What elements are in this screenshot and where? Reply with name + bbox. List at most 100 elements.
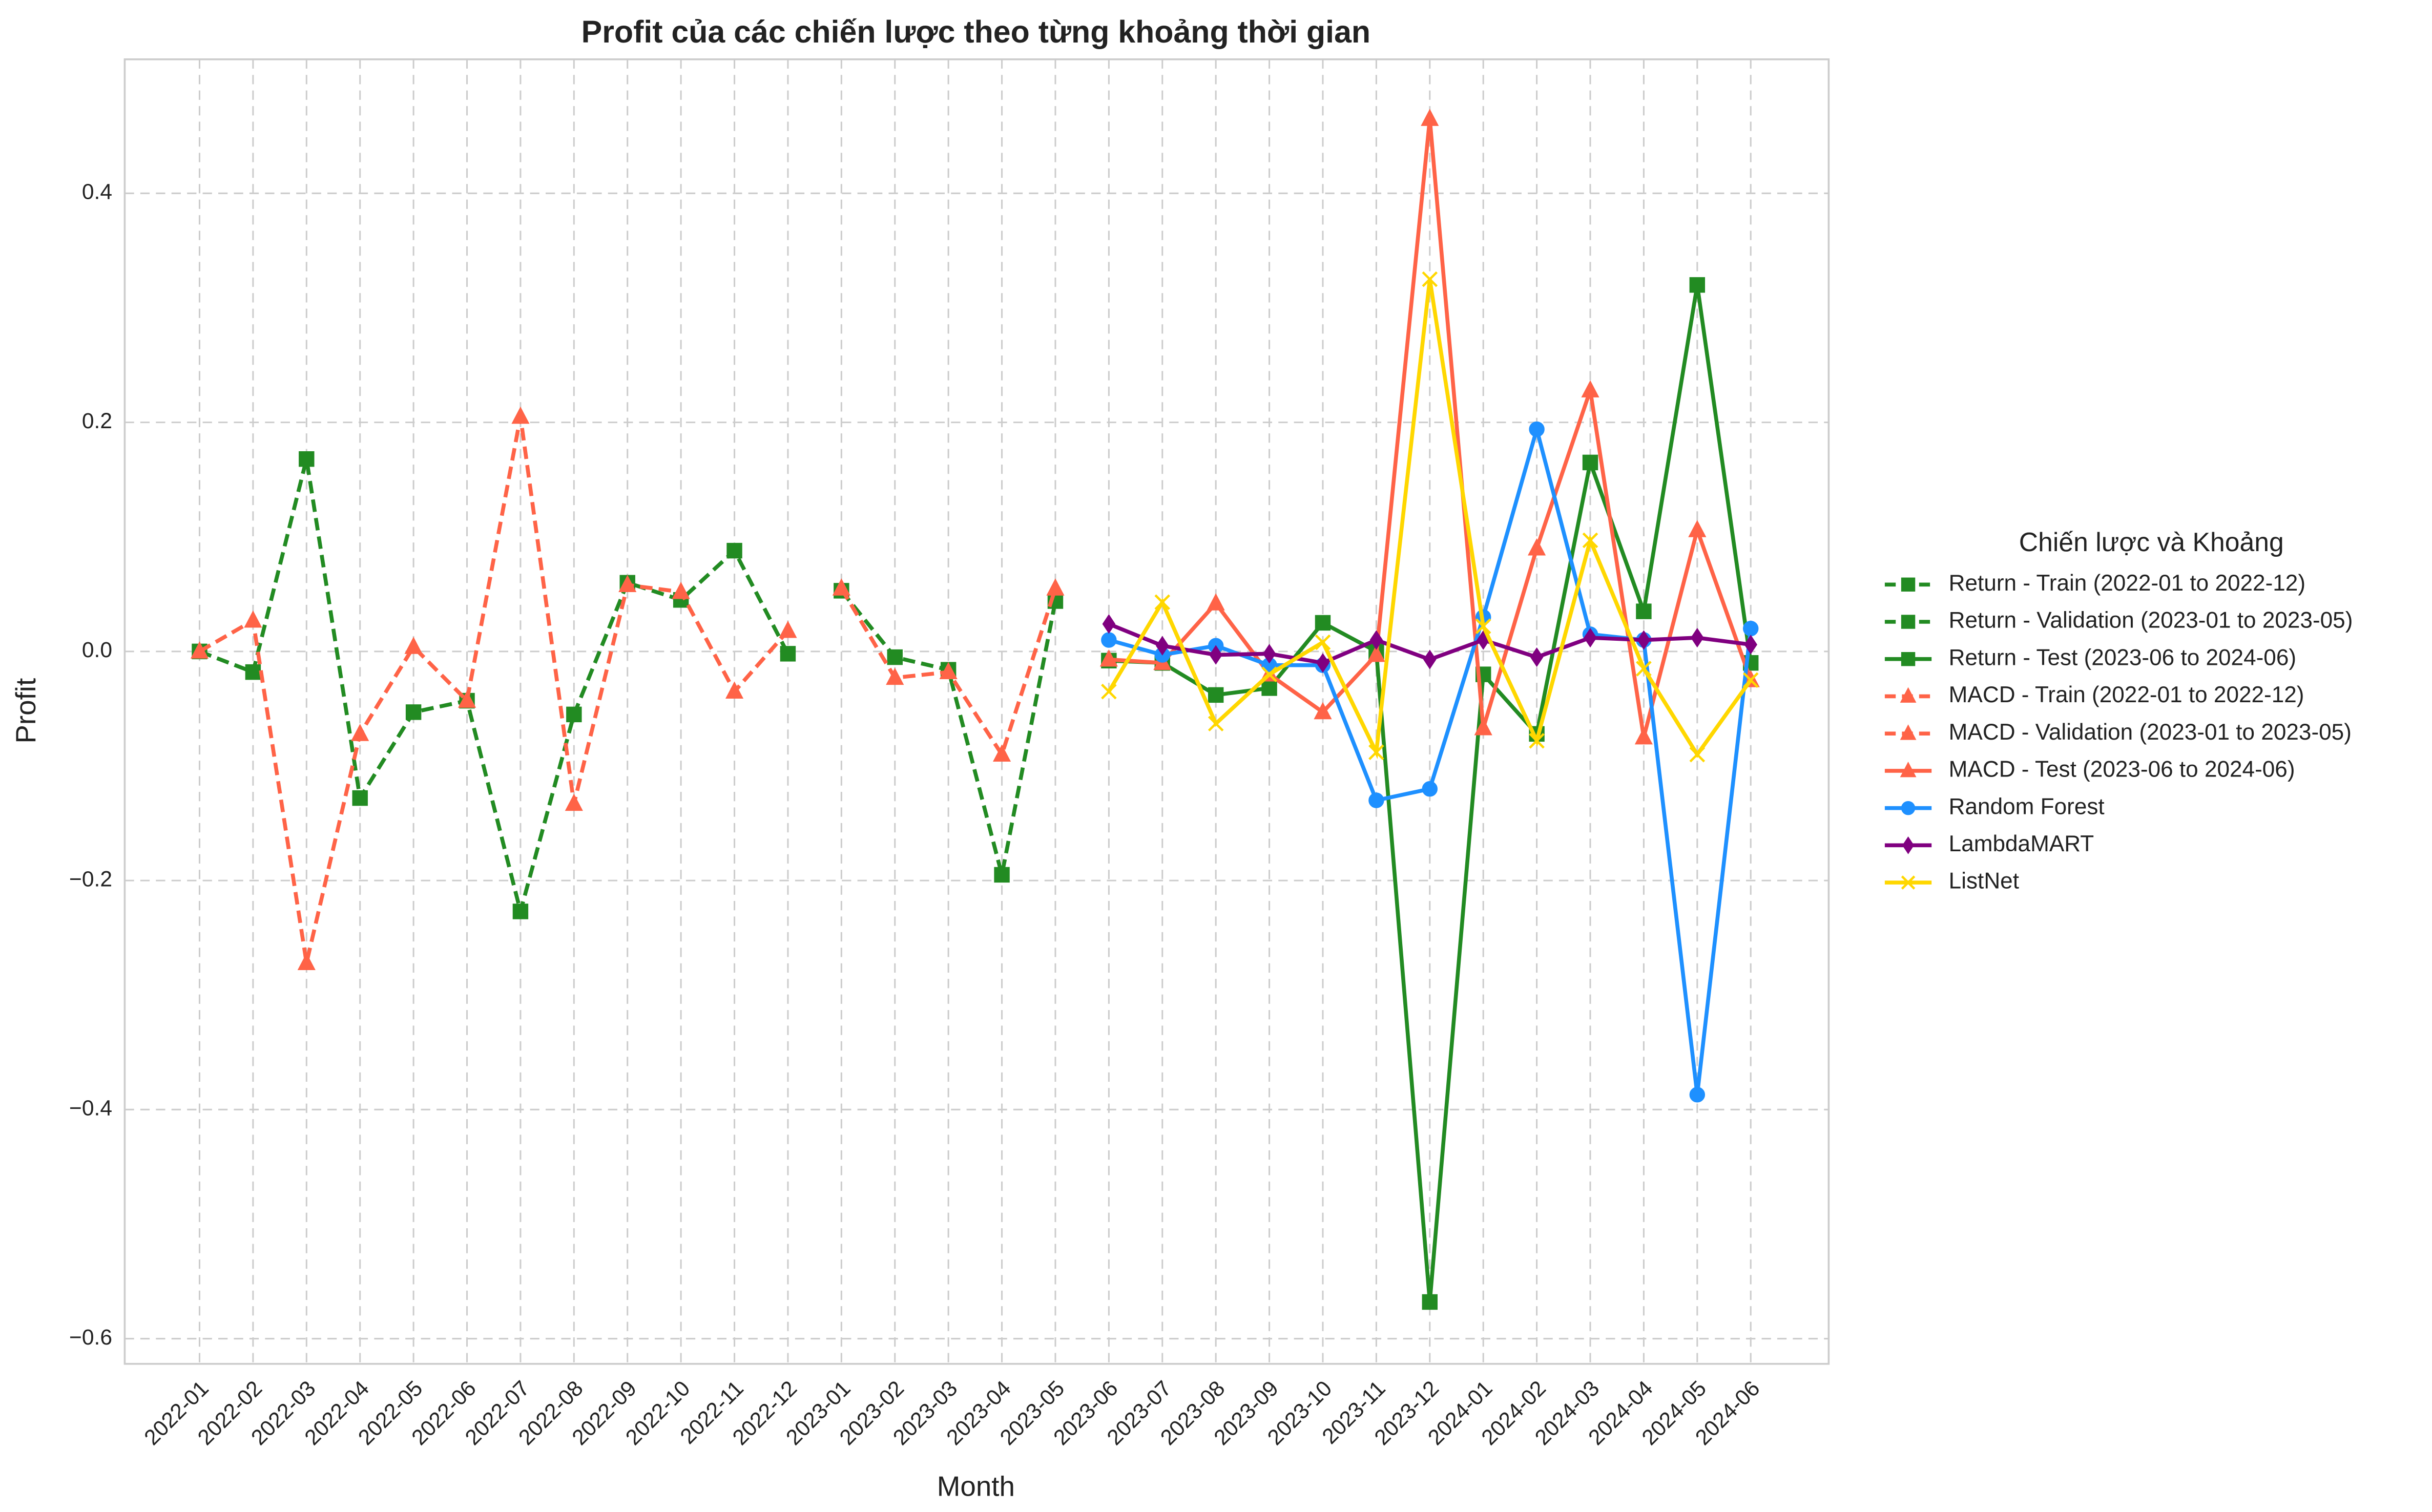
series (190, 406, 797, 970)
legend-label: Return - Train (2022-01 to 2022-12) (1949, 571, 2305, 596)
marker (1101, 683, 1117, 700)
marker (1315, 634, 1331, 650)
marker (1261, 680, 1277, 696)
marker (1367, 644, 1385, 662)
marker (1368, 792, 1384, 808)
marker (1744, 635, 1758, 655)
marker (1155, 636, 1169, 656)
marker (458, 690, 476, 708)
legend-label: Random Forest (1949, 794, 2105, 819)
marker (1154, 594, 1171, 611)
marker (1316, 653, 1329, 673)
marker (779, 620, 797, 638)
y-tick-label: −0.2 (69, 867, 112, 891)
marker (1530, 647, 1544, 667)
marker (1368, 744, 1384, 760)
marker (1689, 746, 1706, 763)
marker (1261, 666, 1277, 682)
y-tick-label: 0.4 (82, 180, 112, 204)
legend-label: MACD - Train (2022-01 to 2022-12) (1949, 682, 2304, 707)
x-axis-label: Month (937, 1471, 1015, 1502)
marker (939, 662, 958, 679)
marker (1636, 661, 1652, 677)
marker (994, 867, 1010, 883)
marker (1634, 727, 1653, 745)
marker (299, 451, 315, 467)
marker (992, 744, 1011, 762)
marker (725, 681, 744, 699)
marker (1422, 781, 1438, 797)
marker (297, 953, 316, 970)
y-tick-label: −0.6 (69, 1325, 112, 1350)
marker (1208, 716, 1224, 732)
marker (244, 610, 262, 628)
marker (886, 667, 904, 685)
legend-marker (1900, 762, 1917, 778)
marker (1581, 380, 1599, 397)
chart-title: Profit của các chiến lược theo từng khoả… (581, 14, 1370, 49)
legend-label: ListNet (1949, 869, 2019, 894)
legend-label: MACD - Test (2023-06 to 2024-06) (1949, 757, 2295, 782)
marker (1209, 645, 1222, 665)
series (192, 451, 796, 919)
marker (887, 649, 903, 665)
y-tick-label: 0.2 (82, 409, 112, 433)
marker (1207, 593, 1225, 611)
marker (672, 581, 690, 599)
marker (1262, 644, 1276, 664)
marker (1528, 538, 1546, 556)
marker (1422, 1294, 1438, 1310)
marker (1637, 630, 1651, 650)
marker (511, 406, 530, 424)
marker (1422, 271, 1438, 287)
marker (1584, 627, 1597, 648)
marker (405, 704, 422, 720)
marker (1099, 649, 1118, 667)
legend-marker (1902, 836, 1915, 854)
y-axis-label: Profit (10, 678, 41, 744)
marker (1582, 454, 1598, 471)
legend-label: Return - Validation (2023-01 to 2023-05) (1949, 608, 2353, 633)
legend-label: LambdaMART (1949, 831, 2094, 856)
marker (1582, 532, 1598, 549)
marker (780, 646, 796, 662)
marker (245, 664, 261, 680)
marker (1689, 277, 1706, 293)
marker (1315, 615, 1331, 631)
legend-marker (1900, 687, 1917, 703)
series (832, 578, 1065, 762)
marker (1529, 732, 1545, 749)
marker (1742, 672, 1759, 688)
marker (352, 790, 368, 806)
legend-marker (1901, 652, 1916, 666)
marker (351, 724, 369, 741)
marker (1314, 702, 1332, 720)
marker (1688, 520, 1707, 537)
marker (1475, 618, 1491, 634)
marker (512, 904, 529, 919)
legend-marker (1901, 801, 1916, 815)
marker (1046, 578, 1065, 596)
marker (1101, 632, 1117, 648)
line (198, 416, 789, 963)
series (1102, 614, 1758, 673)
marker (565, 793, 583, 811)
marker (1474, 718, 1492, 736)
series (1101, 271, 1759, 763)
plot-frame (123, 58, 1830, 1365)
legend-marker (1900, 724, 1917, 740)
line (199, 458, 790, 919)
legend-marker (1901, 577, 1916, 592)
marker (1423, 649, 1437, 669)
marker (566, 706, 582, 723)
marker (404, 637, 423, 654)
marker (1691, 627, 1704, 648)
marker (1529, 421, 1545, 437)
marker (1743, 620, 1759, 637)
legend-marker (1901, 615, 1916, 629)
marker (832, 578, 850, 596)
legend-title: Chiến lược và Khoảng (2019, 527, 2284, 557)
marker (190, 641, 209, 659)
legend-marker (1901, 875, 1916, 890)
